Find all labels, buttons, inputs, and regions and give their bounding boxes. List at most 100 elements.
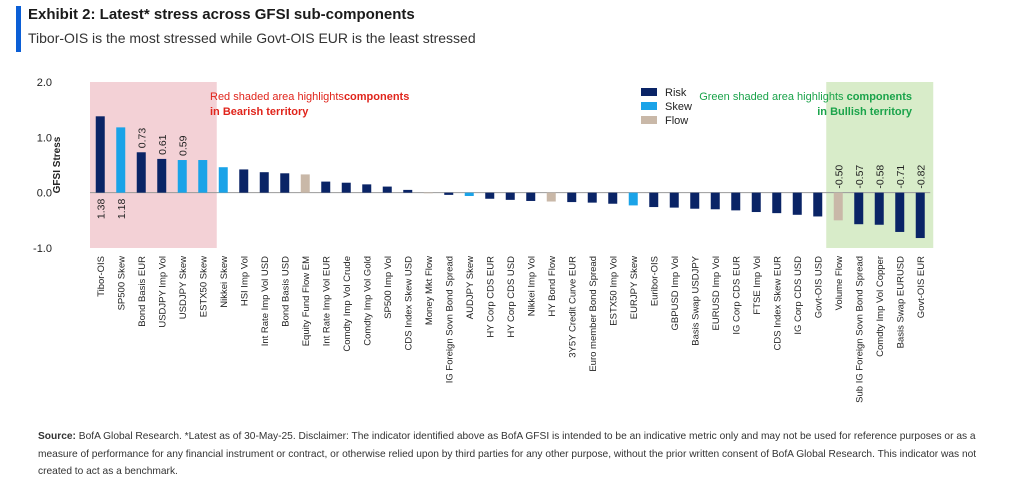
- bar: [751, 192, 761, 213]
- data-label: 0.73: [136, 128, 148, 149]
- bar: [362, 184, 372, 193]
- bar: [177, 160, 187, 193]
- data-label: -0.71: [895, 165, 907, 189]
- data-label: -0.50: [833, 165, 845, 189]
- bar: [895, 192, 905, 232]
- bar: [587, 192, 597, 203]
- category-label: IG Corp CDS EUR: [731, 256, 742, 335]
- category-label: CDS Index Skew USD: [403, 256, 414, 351]
- bar: [136, 152, 146, 193]
- legend-swatch-flow: [641, 116, 657, 124]
- y-tick-label: 1.0: [37, 132, 52, 144]
- bearish-zone-note-line2: in Bearish territory: [210, 106, 309, 118]
- bar: [341, 182, 351, 193]
- source-footnote: Source: BofA Global Research. *Latest as…: [38, 428, 988, 481]
- category-label: HY Corp CDS EUR: [485, 256, 496, 338]
- category-label: Comdty Imp Vol Copper: [875, 256, 886, 357]
- category-label: 3Y5Y Credit Curve EUR: [567, 256, 578, 358]
- bar: [710, 192, 720, 210]
- legend-swatch-skew: [641, 102, 657, 110]
- category-label: IG Corp CDS USD: [793, 256, 804, 335]
- category-label: Euro member Bond Spread: [588, 256, 599, 372]
- data-label: 0.59: [177, 135, 189, 156]
- stress-bar-chart: 2.0 1.0 0.0 -1.0 GFSI Stress 1.38 1.18 0.73 0.61…: [33, 77, 934, 403]
- data-label: 1.18: [116, 199, 128, 220]
- source-label: Source:: [38, 431, 76, 442]
- category-label: HSI Imp Vol: [239, 256, 250, 306]
- bar: [259, 172, 269, 193]
- category-label: AUDJPY Skew: [465, 256, 476, 319]
- data-label: -0.57: [854, 165, 866, 189]
- category-label: Nikkei Skew: [219, 256, 230, 308]
- bar: [382, 186, 392, 193]
- bullish-zone-note: Green shaded area highlights components: [699, 91, 912, 103]
- bar: [218, 167, 228, 193]
- y-axis-title: GFSI Stress: [52, 136, 63, 193]
- bearish-zone-shading: [90, 82, 217, 248]
- category-label: Govt-OIS EUR: [916, 256, 927, 318]
- bar: [321, 181, 331, 193]
- data-label: 1.38: [95, 199, 107, 220]
- category-label: USDJPY Skew: [178, 256, 189, 319]
- bar: [300, 174, 310, 193]
- category-label: SP500 Skew: [116, 256, 127, 311]
- category-label: FTSE Imp Vol: [752, 256, 763, 315]
- data-label: 0.61: [157, 134, 169, 155]
- category-label: Euribor-OIS: [649, 256, 660, 306]
- category-label: HY Corp CDS USD: [506, 256, 517, 338]
- category-label: SP500 Imp Vol: [383, 256, 394, 319]
- category-label: USDJPY Imp Vol: [157, 256, 168, 328]
- bar: [198, 160, 208, 193]
- data-label: -0.82: [915, 165, 927, 189]
- category-label: IG Foreign Sovn Bond Spread: [444, 256, 455, 383]
- category-label: Money Mkt Flow: [424, 256, 435, 325]
- chart-subtitle: Tibor-OIS is the most stressed while Gov…: [28, 30, 476, 46]
- bar: [833, 192, 843, 221]
- bar: [854, 192, 864, 225]
- y-tick-label: 2.0: [37, 77, 52, 89]
- bullish-zone-note-line2: in Bullish territory: [817, 106, 913, 118]
- category-label: Int Rate Imp Vol EUR: [321, 256, 332, 346]
- legend-label-flow: Flow: [665, 115, 688, 127]
- chart-title: Exhibit 2: Latest* stress across GFSI su…: [28, 6, 415, 23]
- category-label: Basis Swap EURUSD: [895, 256, 906, 349]
- bar: [239, 169, 249, 193]
- bar: [423, 192, 433, 194]
- bar: [157, 158, 167, 193]
- category-label: Bond Basis EUR: [137, 256, 148, 327]
- legend-label-risk: Risk: [665, 87, 687, 99]
- bar: [280, 173, 290, 193]
- bar: [690, 192, 700, 209]
- category-label: GBPUSD Imp Vol: [670, 256, 681, 330]
- bar: [874, 192, 884, 225]
- bar: [649, 192, 659, 208]
- header-accent-bar: [16, 6, 21, 52]
- category-label: ESTX50 Imp Vol: [608, 256, 619, 326]
- bar: [731, 192, 741, 211]
- bearish-zone-note: Red shaded area highlightscomponents: [210, 91, 409, 103]
- legend-label-skew: Skew: [665, 101, 692, 113]
- category-label: HY Bond Flow: [547, 256, 558, 317]
- bar: [628, 192, 638, 206]
- bar: [505, 192, 515, 200]
- category-label: ESTX50 Skew: [198, 256, 209, 317]
- category-label: EURUSD Imp Vol: [711, 256, 722, 330]
- bar: [915, 192, 925, 239]
- bar: [813, 192, 823, 217]
- legend-swatch-risk: [641, 88, 657, 96]
- bar: [485, 192, 495, 199]
- category-label: CDS Index Skew EUR: [772, 256, 783, 351]
- bar: [95, 116, 105, 193]
- bar: [403, 189, 413, 193]
- bar: [567, 192, 577, 203]
- category-label: Comdty Imp Vol Gold: [362, 256, 373, 346]
- bar: [464, 192, 474, 196]
- bar: [546, 192, 556, 202]
- category-label: Bond Basis USD: [280, 256, 291, 327]
- category-label: Basis Swap USDJPY: [690, 255, 701, 345]
- category-label: Govt-OIS USD: [813, 256, 824, 318]
- bar: [772, 192, 782, 214]
- y-tick-label: -1.0: [33, 243, 52, 255]
- y-tick-label: 0.0: [37, 188, 52, 200]
- bar: [608, 192, 618, 204]
